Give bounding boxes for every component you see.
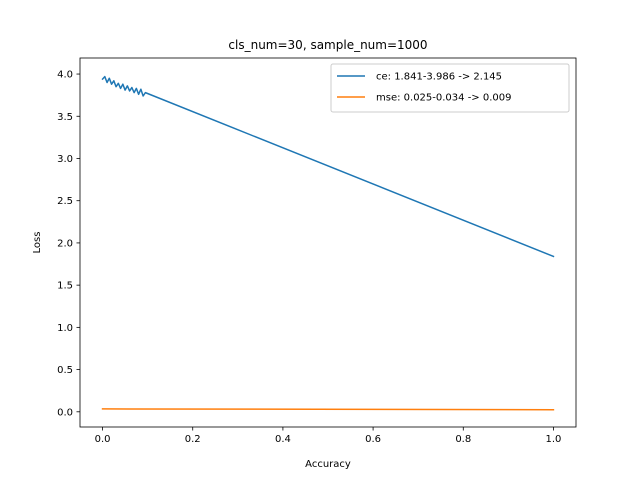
y-axis-label: Loss [32,232,43,254]
legend: ce: 1.841-3.986 -> 2.145 mse: 0.025-0.034… [330,63,570,113]
y-tick-label: 4.0 [57,70,73,81]
legend-box [330,63,570,113]
plot-area [79,57,577,428]
x-axis: 0.0 0.2 0.4 0.6 0.8 1.0 [95,427,562,445]
x-tick-label: 0.4 [275,434,291,445]
y-tick-label: 0.0 [57,407,73,418]
y-tick-label: 2.0 [57,238,73,249]
x-tick-label: 0.6 [365,434,381,445]
series-line-0 [101,75,555,258]
x-tick-label: 0.0 [95,434,111,445]
x-axis-label: Accuracy [305,459,351,470]
x-tick-label: 0.8 [455,434,471,445]
y-tick-label: 2.5 [57,196,73,207]
y-tick-label: 1.0 [57,323,73,334]
series-line-1 [101,408,555,411]
y-tick-label: 1.5 [57,281,73,292]
y-axis: 0.0 0.5 1.0 1.5 2.0 2.5 3.0 3.5 4.0 [57,70,80,418]
x-tick-label: 1.0 [546,434,562,445]
x-tick-label: 0.2 [185,434,201,445]
chart-title: cls_num=30, sample_num=1000 [228,38,427,52]
legend-entry-1: mse: 0.025-0.034 -> 0.009 [376,93,512,104]
legend-entry-0: ce: 1.841-3.986 -> 2.145 [376,72,502,83]
y-tick-label: 3.5 [57,112,73,123]
y-tick-label: 0.5 [57,365,73,376]
y-tick-label: 3.0 [57,154,73,165]
plot-frame [79,57,577,428]
